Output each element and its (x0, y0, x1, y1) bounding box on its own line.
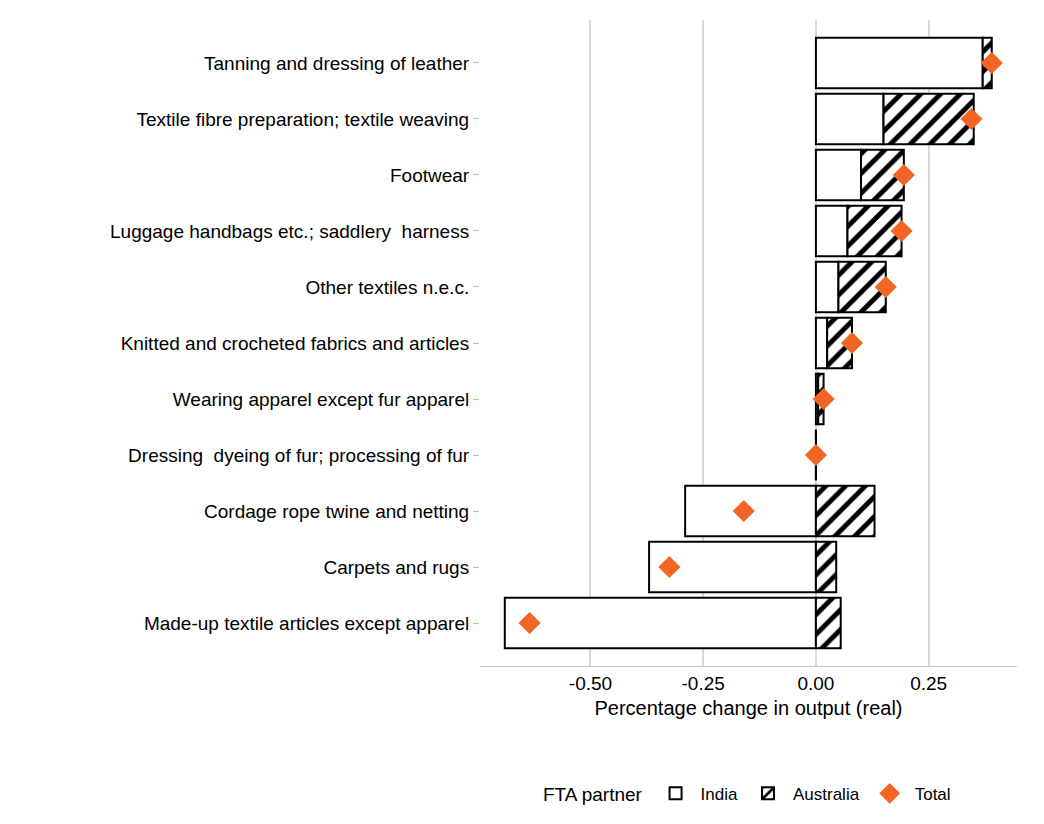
svg-text:-0.25: -0.25 (682, 673, 725, 694)
svg-text:Dressing dyeing of fur; proce: Dressing dyeing of fur; processing of fu… (128, 445, 470, 466)
svg-text:Wearing apparel except fur app: Wearing apparel except fur apparel (173, 389, 469, 410)
svg-text:Percentage change in output (r: Percentage change in output (real) (595, 697, 903, 719)
svg-text:Cordage rope twine and netting: Cordage rope twine and netting (204, 501, 469, 522)
svg-text:Total: Total (915, 785, 951, 804)
svg-text:Carpets and rugs: Carpets and rugs (323, 557, 469, 578)
svg-text:-0.50: -0.50 (569, 673, 612, 694)
svg-text:Tanning and dressing of leathe: Tanning and dressing of leather (204, 53, 470, 74)
svg-text:India: India (701, 785, 738, 804)
svg-text:Other textiles n.e.c.: Other textiles n.e.c. (306, 277, 470, 298)
svg-text:Made-up textile articles excep: Made-up textile articles except apparel (144, 613, 469, 634)
svg-text:FTA partner: FTA partner (543, 784, 643, 805)
svg-text:Textile fibre preparation; tex: Textile fibre preparation; textile weavi… (137, 109, 470, 130)
svg-text:Luggage handbags etc.; saddler: Luggage handbags etc.; saddlery harness (110, 221, 469, 242)
svg-text:0.25: 0.25 (910, 673, 947, 694)
svg-text:Australia: Australia (793, 785, 860, 804)
svg-text:Knitted and crocheted fabrics: Knitted and crocheted fabrics and articl… (121, 333, 470, 354)
svg-text:0.00: 0.00 (797, 673, 834, 694)
svg-text:Footwear: Footwear (390, 165, 470, 186)
